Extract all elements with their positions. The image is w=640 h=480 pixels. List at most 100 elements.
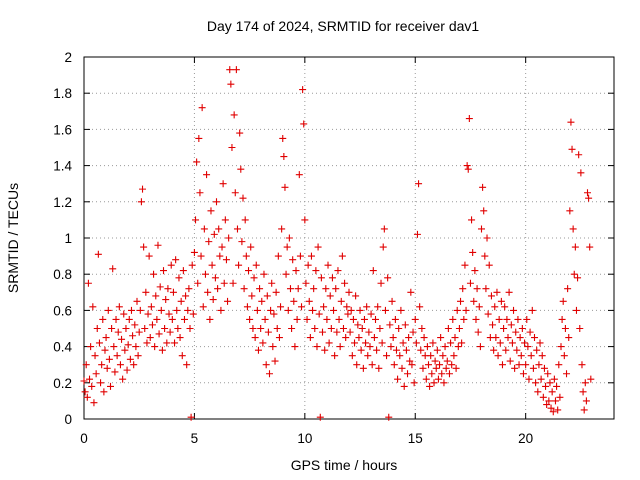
data-point — [531, 334, 538, 342]
data-point — [504, 334, 512, 342]
data-point — [94, 250, 102, 258]
data-point — [442, 364, 450, 372]
data-point — [81, 388, 89, 396]
data-point — [328, 274, 336, 282]
data-point — [524, 343, 532, 351]
data-point — [512, 328, 520, 336]
data-point — [323, 315, 331, 323]
data-point — [576, 325, 584, 332]
data-point — [584, 189, 591, 197]
data-point — [341, 279, 349, 287]
data-point — [99, 315, 107, 323]
data-point — [550, 375, 558, 383]
data-point — [225, 234, 233, 242]
data-point — [142, 288, 150, 296]
data-point — [394, 375, 402, 383]
data-point — [273, 325, 281, 332]
data-point — [492, 334, 500, 342]
data-point — [480, 207, 488, 215]
data-point — [236, 129, 244, 137]
data-point — [243, 303, 251, 311]
data-point — [218, 243, 226, 251]
data-point — [364, 352, 372, 360]
data-point — [228, 144, 236, 151]
data-point — [527, 352, 535, 360]
data-point — [327, 325, 335, 332]
data-point — [346, 328, 354, 336]
data-point — [80, 377, 88, 385]
data-point — [130, 361, 138, 369]
data-point — [311, 325, 319, 332]
data-point — [272, 288, 280, 296]
data-point — [449, 315, 457, 323]
data-point — [215, 225, 223, 233]
data-point — [151, 343, 159, 351]
data-point — [433, 346, 441, 354]
data-point — [186, 325, 194, 332]
data-point — [274, 252, 282, 260]
data-point — [152, 292, 160, 300]
data-point — [180, 315, 188, 323]
data-point — [116, 361, 124, 369]
data-point — [254, 346, 262, 354]
data-point — [296, 252, 304, 260]
data-point — [518, 325, 526, 332]
data-point — [92, 370, 100, 378]
data-point — [404, 370, 412, 378]
data-point — [229, 279, 237, 287]
data-point — [239, 194, 247, 202]
data-point — [302, 279, 310, 287]
data-point — [561, 325, 569, 332]
data-point — [283, 243, 291, 251]
data-point — [315, 310, 323, 318]
data-point — [124, 341, 132, 349]
data-point — [270, 310, 278, 318]
data-point — [558, 315, 566, 323]
data-point — [521, 339, 529, 347]
data-point — [581, 379, 589, 387]
data-point — [155, 330, 163, 338]
data-point — [342, 334, 350, 342]
data-point — [301, 216, 309, 224]
data-point — [387, 343, 395, 351]
data-point — [136, 306, 144, 314]
data-point — [193, 158, 201, 166]
data-point — [183, 361, 191, 369]
chart-title: Day 174 of 2024, SRMTID for receiver dav… — [207, 18, 480, 34]
data-point — [470, 297, 478, 305]
data-point — [115, 303, 123, 311]
x-axis-label: GPS time / hours — [291, 457, 398, 473]
data-point — [544, 370, 552, 378]
data-point — [406, 357, 414, 365]
data-point — [268, 279, 276, 287]
data-point — [154, 241, 162, 249]
data-point — [409, 328, 417, 336]
data-point — [108, 325, 116, 332]
data-point — [569, 225, 577, 233]
data-point — [585, 194, 593, 202]
data-point — [366, 343, 374, 351]
data-point — [137, 198, 145, 206]
data-point — [107, 382, 114, 390]
data-point — [333, 328, 341, 336]
data-point — [525, 375, 533, 383]
data-point — [196, 189, 204, 197]
data-point — [508, 339, 516, 347]
data-point — [450, 352, 458, 360]
y-tick-label: 1.4 — [53, 159, 72, 174]
y-tick-label: 1.6 — [53, 122, 72, 137]
data-point — [279, 134, 287, 142]
data-point — [360, 315, 368, 323]
data-point — [400, 382, 408, 390]
data-point — [304, 261, 312, 269]
data-point — [503, 315, 511, 323]
data-point — [140, 243, 148, 251]
data-point — [169, 288, 177, 296]
y-axis-label: SRMTID / TECUs — [5, 183, 21, 293]
data-point — [547, 404, 555, 412]
data-point — [95, 339, 103, 347]
data-point — [208, 261, 216, 269]
data-point — [507, 321, 515, 329]
data-point — [129, 332, 137, 340]
data-point — [131, 321, 139, 329]
